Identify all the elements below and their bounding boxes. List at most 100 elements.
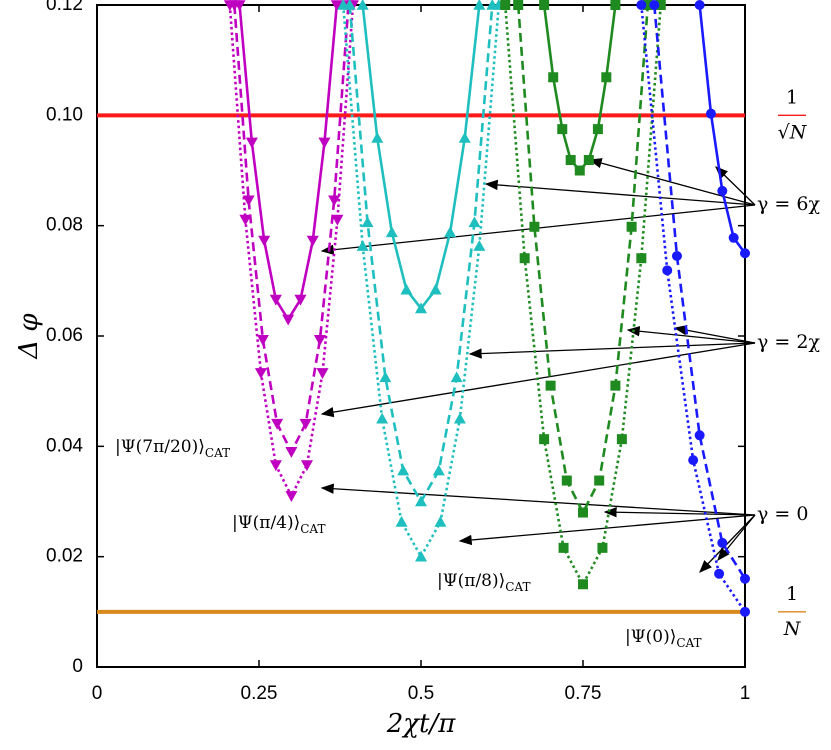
marker <box>331 214 344 226</box>
marker <box>636 253 647 264</box>
arrow <box>699 514 756 573</box>
arrow <box>626 326 756 344</box>
marker <box>269 460 282 472</box>
marker <box>558 542 569 553</box>
marker <box>649 0 660 10</box>
arrows <box>320 158 756 573</box>
marker <box>361 216 374 228</box>
state-label-sub: CAT <box>505 580 530 594</box>
marker <box>258 235 271 247</box>
marker <box>313 335 326 346</box>
marker <box>662 265 673 276</box>
gamma-label: γ = 0 <box>757 503 808 525</box>
marker <box>565 155 576 166</box>
marker <box>705 108 716 119</box>
marker <box>395 515 408 527</box>
marker <box>450 371 463 383</box>
state-label: |Ψ(π/4)⟩CAT <box>232 513 325 536</box>
state-label-text: |Ψ(π/8)⟩ <box>437 571 505 591</box>
y-tick-label: 0 <box>72 656 83 677</box>
marker <box>500 0 511 10</box>
marker <box>328 195 341 207</box>
plot-frame <box>96 4 746 668</box>
marker <box>473 0 486 10</box>
marker <box>269 294 282 306</box>
gamma-label: γ = 2χ <box>757 331 820 353</box>
gamma-label: γ = 6χ <box>757 193 820 215</box>
marker <box>282 314 295 326</box>
marker <box>397 464 410 476</box>
marker <box>316 368 329 379</box>
marker <box>694 430 705 441</box>
marker <box>434 515 447 527</box>
y-tick-label: 0.08 <box>46 215 83 236</box>
marker <box>578 579 588 590</box>
x-tick-label: 1 <box>740 683 751 704</box>
marker <box>415 550 427 562</box>
arrow <box>468 342 756 359</box>
x-tick-label: 0.25 <box>241 683 278 704</box>
marker <box>444 226 457 238</box>
reference-label: √N <box>778 121 808 143</box>
state-label-text: |Ψ(π/4)⟩ <box>232 513 300 533</box>
marker <box>636 0 647 10</box>
state-label-text: |Ψ(7π/20)⟩ <box>115 437 205 457</box>
series-line <box>238 4 339 322</box>
y-tick-label: 0.04 <box>46 435 83 456</box>
marker <box>740 606 750 617</box>
series-line <box>228 4 355 499</box>
marker <box>294 294 307 306</box>
marker <box>616 434 627 445</box>
marker <box>717 537 728 548</box>
marker <box>529 221 540 232</box>
marker <box>578 507 588 518</box>
arrow <box>458 514 756 546</box>
marker <box>256 335 269 346</box>
arrow <box>717 514 756 562</box>
marker <box>671 251 682 262</box>
series-line <box>542 4 617 173</box>
marker <box>601 72 612 83</box>
marker <box>519 253 530 264</box>
arrow <box>715 166 756 206</box>
state-label-sub: CAT <box>300 522 325 536</box>
y-tick-label: 0.06 <box>46 325 83 346</box>
reference-label: 1 <box>786 86 798 108</box>
arrow <box>673 325 756 344</box>
marker <box>356 240 369 251</box>
state-label: |Ψ(π/8)⟩CAT <box>437 571 530 594</box>
y-tick-label: 0.02 <box>46 546 83 567</box>
series-line <box>698 4 747 255</box>
marker <box>400 283 413 295</box>
reference-label: 1 <box>786 583 798 605</box>
marker <box>548 72 559 83</box>
marker <box>415 302 427 314</box>
marker <box>642 0 653 10</box>
state-label-text: |Ψ(0)⟩ <box>625 627 676 647</box>
marker <box>254 368 267 379</box>
state-label-sub: CAT <box>676 636 701 650</box>
marker <box>285 447 298 458</box>
marker <box>337 0 350 10</box>
marker <box>610 380 621 391</box>
marker <box>245 137 258 149</box>
state-label: |Ψ(0)⟩CAT <box>625 627 702 650</box>
marker <box>468 216 481 228</box>
marker <box>583 155 594 166</box>
marker <box>694 0 705 10</box>
marker <box>717 185 728 196</box>
arrow <box>320 483 756 516</box>
state-label: |Ψ(7π/20)⟩CAT <box>115 437 230 460</box>
series-line <box>503 4 663 588</box>
marker <box>223 0 236 12</box>
y-tick-label: 0.12 <box>46 0 83 15</box>
marker <box>385 226 398 238</box>
marker <box>714 568 725 579</box>
series-line <box>341 4 501 560</box>
marker <box>655 0 666 10</box>
marker <box>415 495 427 507</box>
marker <box>539 434 550 445</box>
marker <box>330 0 343 12</box>
marker <box>432 464 445 476</box>
